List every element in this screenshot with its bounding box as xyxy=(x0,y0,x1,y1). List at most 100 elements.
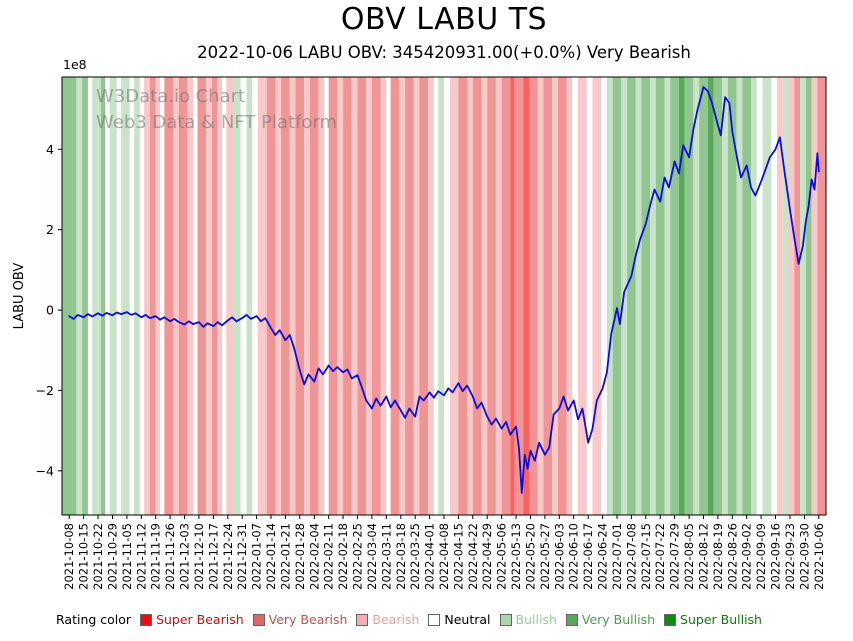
rating-band-very_bearish xyxy=(405,77,414,515)
rating-band-very_bearish xyxy=(514,77,524,515)
rating-band-super_bearish xyxy=(523,77,530,515)
x-tick-label: 2021-10-29 xyxy=(106,523,120,590)
rating-band-neutral xyxy=(105,77,110,515)
rating-band-bearish xyxy=(144,77,150,515)
rating-band-very_bullish xyxy=(727,77,737,515)
rating-band-bearish xyxy=(413,77,420,515)
legend-label: Bullish xyxy=(515,612,557,627)
x-tick-label: 2022-04-29 xyxy=(480,523,494,590)
rating-band-bullish xyxy=(762,77,772,515)
rating-band-bearish xyxy=(366,77,372,515)
x-tick-label: 2021-11-19 xyxy=(149,523,163,590)
legend-item: Neutral xyxy=(428,612,491,627)
x-tick-label: 2022-01-14 xyxy=(264,523,278,590)
x-tick-label: 2021-12-17 xyxy=(206,523,220,590)
rating-band-very_bearish xyxy=(164,77,173,515)
rating-band-bearish xyxy=(467,77,473,515)
x-tick-label: 2022-02-25 xyxy=(351,523,365,590)
y-axis-label: LABU OBV xyxy=(12,262,27,330)
legend-label: Super Bullish xyxy=(680,612,762,627)
x-tick-label: 2022-09-02 xyxy=(740,523,754,590)
rating-band-very_bearish xyxy=(501,77,511,515)
x-tick-label: 2022-07-08 xyxy=(624,523,638,590)
x-tick-label: 2021-10-08 xyxy=(62,523,76,590)
rating-band-very_bearish xyxy=(817,77,826,515)
rating-band-bearish xyxy=(380,77,387,515)
legend-swatch xyxy=(428,613,441,626)
rating-band-bearish xyxy=(481,77,488,515)
rating-band-bearish xyxy=(289,77,296,515)
legend-label: Neutral xyxy=(444,612,491,627)
rating-band-very_bullish xyxy=(805,77,812,515)
x-tick-label: 2022-08-19 xyxy=(711,523,725,590)
rating-band-bullish xyxy=(92,77,101,515)
rating-band-very_bearish xyxy=(197,77,207,515)
rating-band-very_bullish xyxy=(699,77,708,515)
rating-band-bearish xyxy=(566,77,573,515)
x-tick-label: 2022-06-17 xyxy=(581,523,595,590)
rating-band-super_bearish xyxy=(510,77,515,515)
x-tick-label: 2022-09-09 xyxy=(754,523,768,590)
legend-swatch xyxy=(499,613,512,626)
rating-band-bullish xyxy=(121,77,130,515)
rating-band-bearish xyxy=(275,77,282,515)
rating-band-very_bullish xyxy=(655,77,665,515)
x-tick-label: 2022-02-18 xyxy=(336,523,350,590)
rating-band-bearish xyxy=(155,77,161,515)
x-tick-label: 2022-09-16 xyxy=(769,523,783,590)
rating-band-bearish xyxy=(537,77,544,515)
rating-band-bullish xyxy=(650,77,656,515)
rating-band-bearish xyxy=(788,77,795,515)
rating-band-very_bearish xyxy=(266,77,276,515)
x-tick-label: 2021-12-24 xyxy=(221,523,235,590)
legend-swatch xyxy=(140,613,153,626)
legend-item: Very Bearish xyxy=(252,612,348,627)
rating-band-bearish xyxy=(337,77,344,515)
legend-swatch xyxy=(565,613,578,626)
y-tick-label: 4 xyxy=(46,142,54,157)
x-tick-label: 2021-11-12 xyxy=(134,523,148,590)
x-tick-label: 2022-03-25 xyxy=(408,523,422,590)
x-tick-label: 2022-03-18 xyxy=(394,523,408,590)
rating-band-very_bullish xyxy=(641,77,651,515)
x-tick-label: 2022-05-06 xyxy=(495,523,509,590)
legend-item: Bearish xyxy=(356,612,419,627)
rating-band-bullish xyxy=(134,77,140,515)
rating-band-bearish xyxy=(226,77,234,515)
rating-band-very_bearish xyxy=(487,77,496,515)
x-tick-label: 2022-07-15 xyxy=(639,523,653,590)
rating-band-bearish xyxy=(173,77,179,515)
rating-band-very_bullish xyxy=(612,77,622,515)
rating-band-very_bearish xyxy=(343,77,352,515)
rating-band-bearish xyxy=(495,77,502,515)
rating-band-bullish xyxy=(438,77,444,515)
legend-item: Super Bullish xyxy=(664,612,762,627)
rating-band-neutral xyxy=(572,77,579,515)
rating-band-bullish xyxy=(782,77,789,515)
x-tick-label: 2022-07-29 xyxy=(668,523,682,590)
x-tick-label: 2022-05-13 xyxy=(509,523,523,590)
x-tick-label: 2021-12-03 xyxy=(178,523,192,590)
rating-legend: Rating color Super Bearish Very Bearish Be… xyxy=(56,612,846,627)
rating-band-neutral xyxy=(193,77,198,515)
rating-band-neutral xyxy=(252,77,259,515)
rating-band-neutral xyxy=(386,77,391,515)
rating-band-bearish xyxy=(592,77,602,515)
x-tick-label: 2022-01-07 xyxy=(250,523,264,590)
x-tick-label: 2022-06-24 xyxy=(596,523,610,590)
rating-band-neutral xyxy=(87,77,93,515)
x-tick-label: 2022-04-22 xyxy=(466,523,480,590)
x-tick-label: 2022-04-01 xyxy=(423,523,437,590)
rating-band-very_bearish xyxy=(328,77,338,515)
rating-band-bullish xyxy=(635,77,642,515)
rating-band-very_bearish xyxy=(419,77,429,515)
legend-label: Very Bullish xyxy=(581,612,656,627)
legend-label: Very Bearish xyxy=(268,612,348,627)
rating-band-super_bullish xyxy=(678,77,685,515)
y-tick-label: 2 xyxy=(46,222,54,237)
y-axis-offset-text: 1e8 xyxy=(63,57,87,72)
x-tick-label: 2022-03-11 xyxy=(379,523,393,590)
rating-band-bullish xyxy=(233,77,241,515)
x-tick-label: 2021-10-22 xyxy=(91,523,105,590)
